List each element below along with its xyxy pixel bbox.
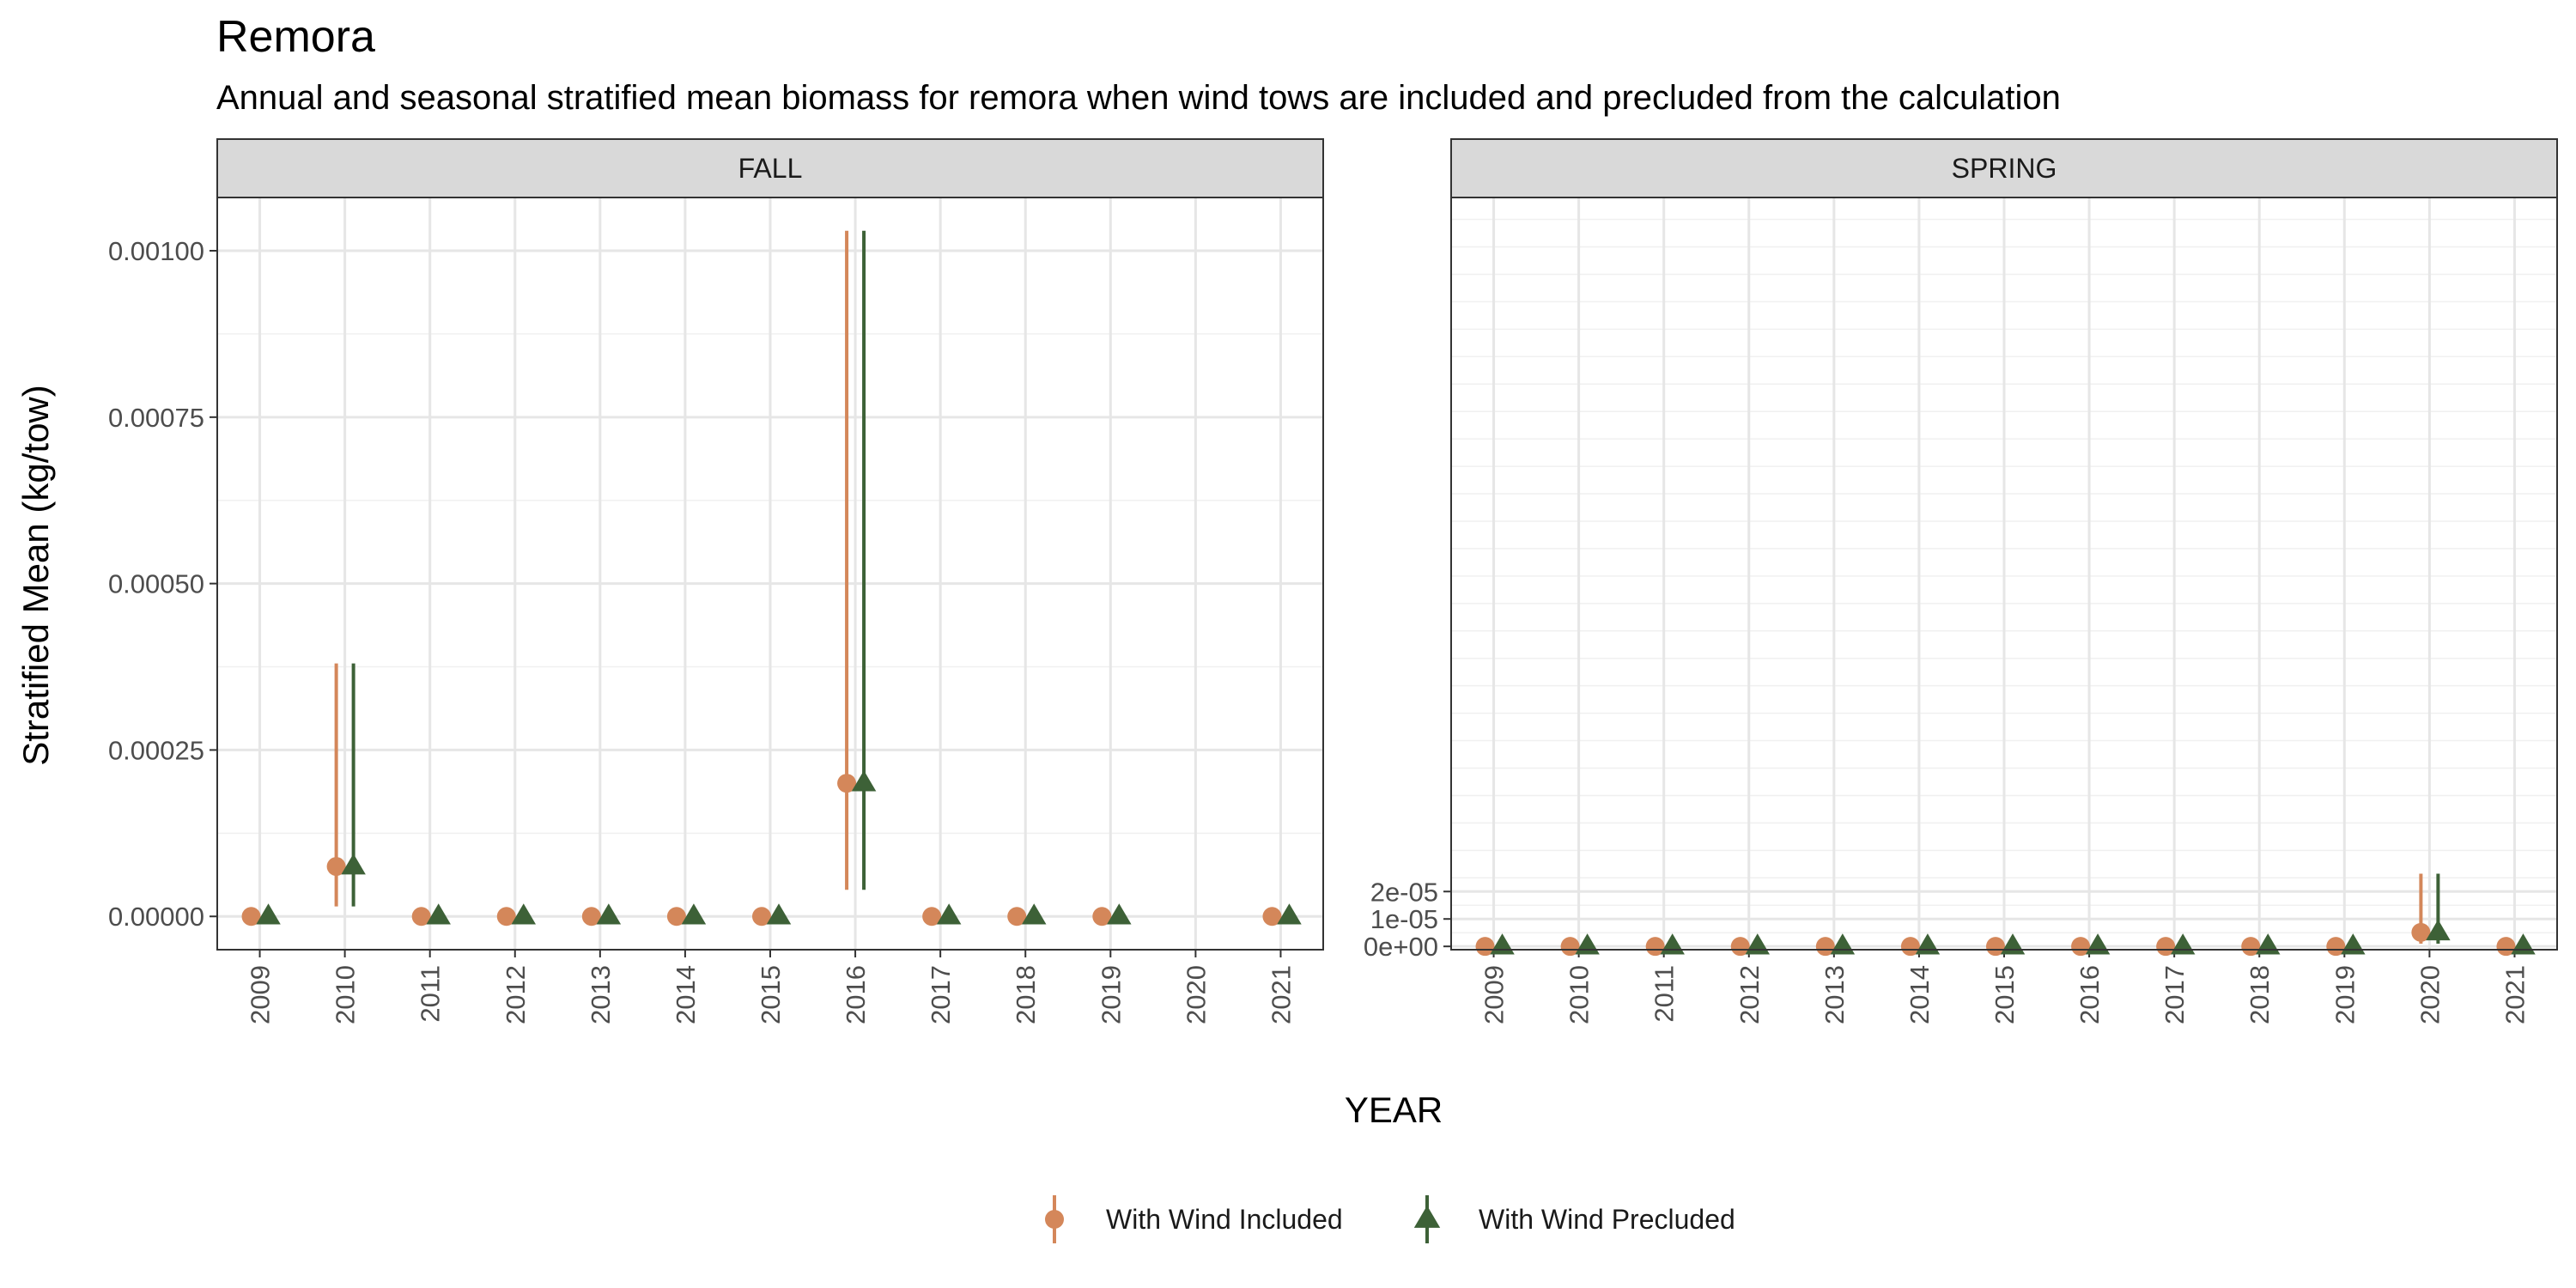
- legend-label: With Wind Precluded: [1479, 1204, 1735, 1235]
- data-point-included: [1092, 907, 1112, 927]
- x-tick-label: 2015: [756, 965, 786, 1024]
- data-point-precluded: [341, 854, 366, 875]
- x-tick-label: 2012: [501, 965, 531, 1024]
- x-tick-label: 2011: [416, 965, 446, 1023]
- y-tick-label: 0.00025: [108, 735, 204, 765]
- x-tick-label: 2010: [1564, 965, 1595, 1024]
- data-point-included: [752, 907, 771, 927]
- x-tick-label: 2009: [246, 965, 276, 1024]
- facet-panels: FALL 0.00000 0.00025 0.00050 0.00075 0.00100 2…: [108, 138, 2558, 1024]
- x-tick-label: 2019: [1096, 965, 1126, 1024]
- data-point-precluded: [596, 903, 622, 925]
- x-tick-label: 2021: [2500, 965, 2530, 1024]
- data-point-included: [326, 857, 346, 877]
- x-tick-label: 2010: [331, 965, 361, 1024]
- y-tick-label: 0.00075: [108, 403, 204, 433]
- x-tick-label: 2013: [586, 965, 616, 1024]
- y-tick-label: 0.00000: [108, 902, 204, 932]
- legend: With Wind Included With Wind Precluded: [1045, 1195, 1735, 1243]
- x-tick-label: 2011: [1649, 965, 1680, 1023]
- y-tick-label: 2e-05: [1370, 877, 1438, 907]
- data-point-precluded: [766, 903, 792, 925]
- x-tick-label: 2017: [2160, 965, 2190, 1024]
- chart-title: Remora: [216, 12, 375, 62]
- data-point-precluded: [426, 903, 451, 925]
- data-point-included: [411, 907, 431, 927]
- legend-label: With Wind Included: [1106, 1204, 1343, 1235]
- x-tick-label: 2021: [1266, 965, 1296, 1024]
- x-tick-label: 2015: [1990, 965, 2020, 1024]
- x-axis-title: YEAR: [1345, 1090, 1443, 1130]
- panel-border: [1450, 197, 2558, 951]
- y-tick-label: 0.00050: [108, 569, 204, 599]
- data-point-included: [2071, 937, 2091, 957]
- data-point-included: [1475, 937, 1495, 957]
- chart-subtitle: Annual and seasonal stratified mean biom…: [216, 79, 2061, 117]
- data-point-included: [1560, 937, 1580, 957]
- strip-spring: [1450, 138, 2558, 198]
- data-point-included: [2496, 937, 2516, 957]
- data-point-included: [241, 907, 261, 927]
- data-point-precluded: [681, 903, 707, 925]
- legend-key-circle: [1045, 1210, 1064, 1229]
- x-tick-label: 2017: [926, 965, 956, 1024]
- x-tick-label: 2018: [1011, 965, 1041, 1024]
- data-point-included: [496, 907, 516, 927]
- x-tick-label: 2012: [1735, 965, 1765, 1024]
- y-tick-label: 1e-05: [1370, 904, 1438, 934]
- legend-item: With Wind Precluded: [1413, 1195, 1735, 1243]
- data-point-included: [1645, 937, 1665, 957]
- y-tick-label: 0.00100: [108, 236, 204, 266]
- data-point-included: [1007, 907, 1027, 927]
- x-tick-label: 2019: [2330, 965, 2360, 1024]
- x-tick-label: 2018: [2245, 965, 2275, 1024]
- data-point-included: [2156, 937, 2176, 957]
- data-point-included: [1900, 937, 1920, 957]
- data-point-included: [1815, 937, 1835, 957]
- data-point-included: [1730, 937, 1750, 957]
- data-point-included: [922, 907, 942, 927]
- data-point-included: [2241, 937, 2261, 957]
- data-point-included: [1262, 907, 1282, 927]
- data-point-included: [666, 907, 686, 927]
- panel-border: [216, 197, 1324, 951]
- data-point-precluded: [1021, 903, 1047, 925]
- data-point-included: [2411, 922, 2431, 942]
- x-tick-label: 2013: [1820, 965, 1850, 1024]
- legend-key-triangle: [1413, 1206, 1441, 1228]
- x-tick-label: 2020: [1181, 965, 1211, 1024]
- data-point-included: [837, 774, 857, 793]
- data-point-precluded: [511, 903, 537, 925]
- x-tick-label: 2014: [1905, 965, 1935, 1024]
- data-point-included: [1986, 937, 2005, 957]
- x-tick-label: 2016: [841, 965, 871, 1024]
- data-point-precluded: [2426, 919, 2451, 941]
- strip-label-fall: FALL: [738, 153, 803, 184]
- legend-item: With Wind Included: [1045, 1195, 1343, 1243]
- data-point-precluded: [256, 903, 281, 925]
- panel-fall: FALL 0.00000 0.00025 0.00050 0.00075 0.00100 2…: [108, 138, 1324, 1024]
- data-point-precluded: [851, 770, 877, 792]
- x-tick-label: 2016: [2075, 965, 2105, 1024]
- data-point-included: [2326, 937, 2346, 957]
- y-tick-label: 0e+00: [1364, 932, 1438, 962]
- data-point-precluded: [1277, 903, 1302, 925]
- strip-label-spring: SPRING: [1952, 153, 2057, 184]
- data-point-precluded: [1107, 903, 1132, 925]
- data-point-precluded: [936, 903, 962, 925]
- data-point-included: [581, 907, 601, 927]
- strip-fall: [216, 138, 1324, 198]
- y-axis-title: Stratified Mean (kg/tow): [15, 385, 56, 766]
- x-tick-label: 2020: [2415, 965, 2445, 1024]
- x-tick-label: 2014: [671, 965, 701, 1024]
- x-tick-label: 2009: [1479, 965, 1510, 1024]
